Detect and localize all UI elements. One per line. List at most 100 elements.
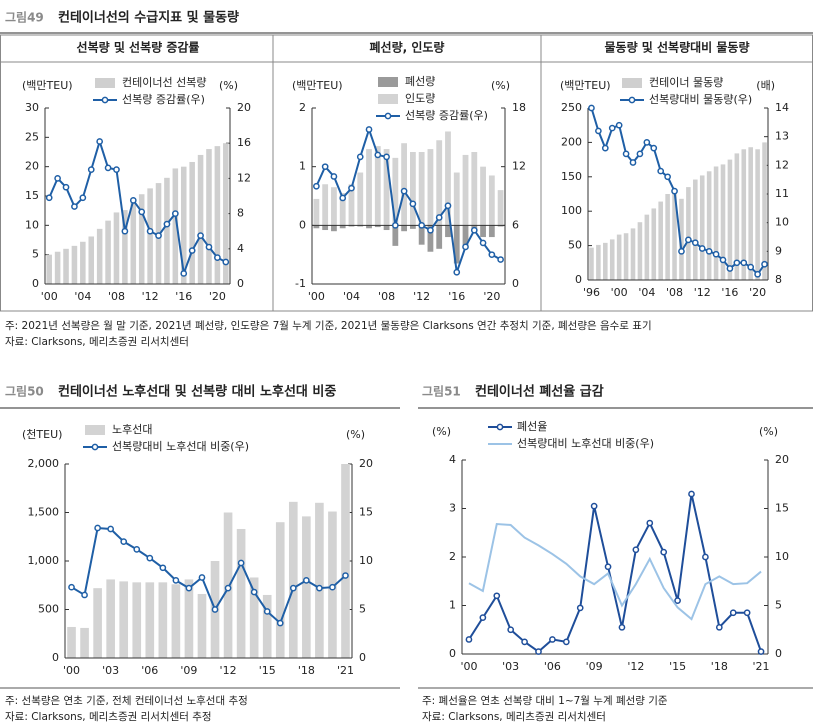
y-tick-label: 30 [25, 101, 39, 114]
bar [348, 225, 355, 227]
line-marker [604, 563, 612, 571]
line-marker [576, 604, 584, 612]
line-marker [643, 139, 651, 146]
bar [262, 594, 272, 658]
bar [54, 251, 61, 284]
x-tick-label: '03 [502, 660, 519, 673]
x-tick-label: '20 [209, 290, 226, 303]
line-marker [685, 236, 692, 244]
legend-swatch [378, 77, 398, 87]
line-marker [688, 490, 695, 498]
y2-tick-label: 0 [775, 647, 782, 660]
bar [409, 225, 416, 229]
line-marker [276, 619, 284, 627]
bar [462, 225, 469, 249]
bar [366, 225, 372, 229]
line-marker [726, 265, 734, 272]
y-tick-label: -1 [295, 277, 306, 290]
legend-label: 선복량대비 노후선대 비중(우) [112, 440, 249, 453]
y-tick-label: 250 [561, 101, 582, 114]
bar [158, 582, 168, 658]
x-tick-label: '00 [460, 660, 477, 673]
line-marker [107, 525, 115, 533]
bar [699, 175, 705, 280]
y2-tick-label: 0 [512, 277, 519, 290]
bar [401, 143, 408, 226]
line-marker [535, 648, 542, 655]
line-marker [470, 226, 478, 234]
bar [679, 198, 684, 280]
bar [392, 225, 399, 246]
bar [113, 212, 120, 284]
bar [497, 225, 504, 227]
line-marker [263, 608, 271, 615]
y-axis-label: (백만TEU) [560, 79, 611, 92]
bar [734, 153, 740, 280]
line-marker [96, 138, 104, 145]
y-tick-label: 3 [449, 502, 456, 515]
legend-label: 컨테이너선 선복량 [122, 76, 206, 89]
bar [322, 225, 329, 231]
y2-tick-label: 12 [775, 158, 789, 171]
y-tick-label: 1 [449, 599, 456, 612]
legend-label: 폐선율 [517, 420, 547, 433]
y-axis-label: (백만TEU) [292, 79, 343, 92]
bar [462, 154, 469, 226]
bar [223, 143, 229, 284]
y2-tick-label: 4 [237, 242, 244, 255]
figure-title: 컨테이너선 폐선율 급감 [475, 384, 604, 400]
y2-tick-label: 10 [775, 216, 789, 229]
y-tick-label: 5 [32, 248, 39, 261]
y2-tick-label: 5 [775, 599, 782, 612]
legend-swatch [496, 423, 504, 431]
bar [418, 225, 425, 245]
bar [105, 220, 111, 284]
bar [341, 464, 350, 658]
y-tick-label: 1,000 [28, 554, 60, 567]
line-marker [289, 584, 297, 592]
bar [637, 222, 643, 280]
figure-title: 컨테이너선 노후선대 및 선복량 대비 노후선대 비중 [58, 384, 336, 400]
line-marker [488, 251, 496, 259]
x-tick-label: '16 [448, 290, 465, 303]
y-tick-label: 2 [299, 101, 306, 114]
bar [616, 234, 622, 280]
y-tick-label: 50 [568, 239, 582, 252]
x-tick-label: '12 [413, 290, 430, 303]
x-tick-label: '00 [41, 290, 58, 303]
bar [171, 584, 181, 658]
bar [488, 225, 495, 238]
line-marker [197, 232, 204, 239]
note: 주: 2021년 선복량은 월 말 기준, 2021년 폐선량, 인도량은 7월… [5, 320, 652, 332]
y2-tick-label: 11 [775, 187, 789, 200]
line-marker [205, 243, 213, 251]
y-tick-label: 1,500 [28, 506, 60, 519]
figure-label: 그림49 [5, 11, 44, 25]
line-marker [214, 254, 221, 261]
line-marker [444, 202, 452, 210]
line-marker [224, 584, 232, 592]
legend-label: 선복량대비 노후선대 비중(우) [517, 437, 654, 450]
line-marker [383, 153, 390, 161]
line-marker [356, 153, 364, 161]
bar [672, 191, 677, 280]
y-axis-label: (%) [432, 425, 451, 438]
line-marker [409, 200, 417, 208]
y-tick-label: 0 [449, 647, 456, 660]
line-marker [348, 184, 355, 192]
line-marker [698, 245, 706, 252]
line-marker [632, 546, 640, 554]
line-marker [754, 270, 761, 278]
bar [288, 501, 298, 658]
bar [180, 166, 187, 284]
line-marker [71, 203, 78, 210]
y-tick-label: 150 [561, 170, 582, 183]
line-marker [733, 259, 741, 267]
x-tick-label: '21 [337, 664, 354, 677]
line-marker [222, 258, 230, 266]
bar [603, 242, 608, 280]
y2-tick-label: 12 [237, 171, 251, 184]
line-marker [622, 150, 630, 158]
line [315, 126, 502, 273]
bar [249, 577, 259, 658]
